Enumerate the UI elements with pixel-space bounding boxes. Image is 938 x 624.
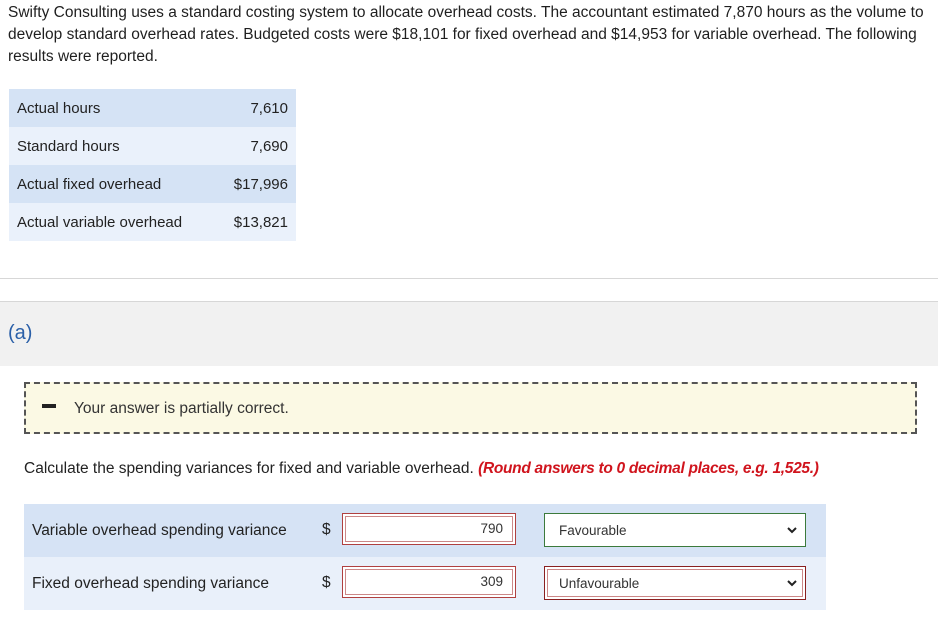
input-value: 309 <box>480 574 503 589</box>
answer-row-variable: Variable overhead spending variance $ 79… <box>24 504 826 557</box>
section-divider <box>0 301 938 302</box>
currency-symbol: $ <box>322 574 331 591</box>
section-divider <box>0 278 938 279</box>
variable-variance-input[interactable]: 790 <box>342 513 516 545</box>
row-value: $17,996 <box>212 165 296 203</box>
select-value: Unfavourable <box>559 576 640 591</box>
fixed-variance-select[interactable]: Unfavourable <box>544 566 806 600</box>
part-label: (a) <box>8 322 33 344</box>
row-label: Actual hours <box>9 89 212 127</box>
partial-dash-icon <box>42 404 56 408</box>
instruction-text: Calculate the spending variances for fix… <box>24 460 474 477</box>
given-data-table: Actual hours 7,610 Standard hours 7,690 … <box>9 89 296 241</box>
input-value: 790 <box>480 521 503 536</box>
table-row: Actual variable overhead $13,821 <box>9 203 296 241</box>
fixed-variance-input[interactable]: 309 <box>342 566 516 598</box>
currency-symbol: $ <box>322 521 331 538</box>
row-value: 7,610 <box>212 89 296 127</box>
table-row: Standard hours 7,690 <box>9 127 296 165</box>
question-instruction: Calculate the spending variances for fix… <box>24 460 819 478</box>
table-row: Actual fixed overhead $17,996 <box>9 165 296 203</box>
problem-intro: Swifty Consulting uses a standard costin… <box>8 4 924 65</box>
table-row: Actual hours 7,610 <box>9 89 296 127</box>
feedback-text: Your answer is partially correct. <box>74 400 289 417</box>
chevron-down-icon <box>787 527 797 534</box>
row-label: Actual fixed overhead <box>9 165 212 203</box>
row-label: Standard hours <box>9 127 212 165</box>
answer-row-fixed: Fixed overhead spending variance $ 309 U… <box>24 557 826 610</box>
select-value: Favourable <box>559 523 627 538</box>
answer-label: Variable overhead spending variance <box>32 522 287 539</box>
chevron-down-icon <box>787 580 797 587</box>
row-value: $13,821 <box>212 203 296 241</box>
feedback-box: Your answer is partially correct. <box>24 382 917 434</box>
variable-variance-select[interactable]: Favourable <box>544 513 806 547</box>
answer-label: Fixed overhead spending variance <box>32 575 269 592</box>
rounding-note: (Round answers to 0 decimal places, e.g.… <box>478 460 819 477</box>
row-value: 7,690 <box>212 127 296 165</box>
part-header <box>0 302 938 366</box>
row-label: Actual variable overhead <box>9 203 212 241</box>
answer-table: Variable overhead spending variance $ 79… <box>24 504 826 610</box>
